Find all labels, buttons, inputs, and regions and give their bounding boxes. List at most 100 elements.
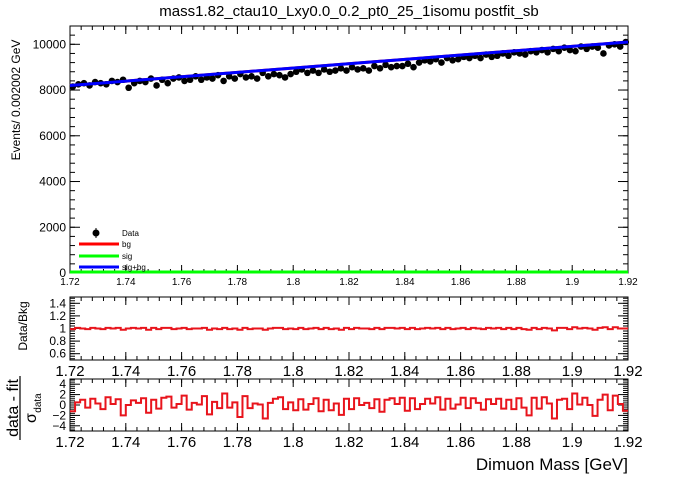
pull-step-line bbox=[70, 392, 628, 420]
pull-y-tick-label: −4 bbox=[52, 419, 66, 433]
data-point bbox=[438, 59, 445, 66]
pull-y-tick-label: −2 bbox=[52, 408, 66, 422]
ratio-y-tick-label: 1.4 bbox=[49, 296, 66, 310]
data-point bbox=[410, 63, 417, 71]
main-y-tick-label: 10000 bbox=[33, 37, 67, 51]
data-point bbox=[583, 45, 590, 53]
data-point bbox=[387, 63, 395, 71]
ratio-x-axis: 1.72 1.74 1.76 1.78 1.8 1.82 1.84 1.86 1.88 1.9 1.… bbox=[55, 297, 643, 380]
main-y-tick-label: 2000 bbox=[39, 220, 66, 234]
main-x-tick-label: 1.78 bbox=[228, 277, 248, 288]
data-point bbox=[287, 70, 294, 78]
pull-x-tick-label: 1.82 bbox=[334, 434, 363, 451]
data-point bbox=[488, 53, 496, 61]
pull-x-tick-label: 1.92 bbox=[613, 434, 642, 451]
data-point bbox=[348, 63, 356, 71]
data-point bbox=[326, 68, 334, 76]
pull-y-label-sigma-sub: data bbox=[33, 393, 44, 413]
legend: Data bg sig sig+bg bbox=[79, 228, 146, 272]
main-y-tick-label: 0 bbox=[59, 266, 66, 280]
pull-x-tick-label: 1.86 bbox=[446, 434, 475, 451]
ratio-y-tick-label: 1.2 bbox=[49, 309, 66, 323]
data-point bbox=[477, 54, 484, 62]
pull-y-label-top: data - fit bbox=[5, 379, 22, 437]
data-point bbox=[270, 70, 278, 78]
pull-x-axis: 1.72 1.74 1.76 1.78 1.8 1.82 1.84 1.86 1.88 1.9 1.… bbox=[55, 379, 643, 451]
data-point bbox=[454, 55, 462, 63]
ratio-y-axis-label: Data/Bkg bbox=[16, 301, 30, 350]
data-point bbox=[209, 75, 216, 82]
pull-y-axis-label: data - fit σ data bbox=[5, 376, 44, 440]
data-point bbox=[359, 65, 367, 72]
data-point bbox=[197, 76, 205, 84]
data-point bbox=[544, 49, 551, 56]
ratio-panel: 0.60.811.21.4 1.72 1.74 1.76 1.78 1.8 1.82 1.8… bbox=[16, 296, 643, 380]
main-y-axis-label: Events/ 0.002002 GeV bbox=[9, 40, 23, 161]
data-point bbox=[566, 46, 574, 54]
data-point bbox=[281, 74, 289, 81]
pull-x-tick-label: 1.84 bbox=[390, 434, 419, 451]
main-y-tick-label: 8000 bbox=[39, 83, 66, 97]
data-point bbox=[616, 43, 624, 50]
sigbg-curve-group bbox=[69, 40, 629, 87]
chart-title: mass1.82_ctau10_Lxy0.0_0.2_pt0_25_1isomu… bbox=[159, 3, 538, 20]
data-point bbox=[399, 62, 406, 70]
main-x-tick-label: 1.8 bbox=[286, 277, 300, 288]
data-point bbox=[376, 65, 384, 72]
data-point bbox=[153, 82, 160, 89]
ratio-x-tick-label: 1.86 bbox=[446, 363, 475, 380]
data-point bbox=[292, 68, 300, 76]
main-x-tick-label: 1.82 bbox=[339, 277, 359, 288]
legend-sig-label: sig bbox=[122, 252, 132, 261]
data-point bbox=[572, 47, 579, 55]
pull-x-tick-label: 1.8 bbox=[283, 434, 304, 451]
pull-x-tick-label: 1.88 bbox=[502, 434, 531, 451]
ratio-x-tick-label: 1.72 bbox=[55, 363, 84, 380]
data-point bbox=[164, 79, 172, 87]
data-point bbox=[264, 73, 272, 80]
ratio-step-line bbox=[70, 326, 628, 332]
main-y-tick-label: 6000 bbox=[39, 129, 66, 143]
data-point bbox=[493, 52, 501, 60]
main-panel: 0 2000 4000 6000 8000 10000 1.72 1.74 1.76 1.78 1… bbox=[9, 25, 638, 288]
ratio-y-tick-label: 0.6 bbox=[49, 347, 66, 361]
data-point bbox=[371, 62, 378, 70]
data-point bbox=[248, 73, 255, 80]
ratio-x-tick-label: 1.78 bbox=[223, 363, 252, 380]
sigbg-curve bbox=[69, 40, 629, 87]
main-y-tick-label: 4000 bbox=[39, 175, 66, 189]
pull-x-tick-label: 1.9 bbox=[562, 434, 583, 451]
main-x-tick-label: 1.92 bbox=[618, 277, 638, 288]
data-point bbox=[315, 69, 322, 77]
main-x-tick-label: 1.72 bbox=[60, 277, 80, 288]
legend-data-label: Data bbox=[122, 229, 139, 238]
ratio-series-group bbox=[70, 326, 628, 332]
pull-x-tick-label: 1.76 bbox=[167, 434, 196, 451]
main-x-tick-label: 1.84 bbox=[395, 277, 415, 288]
ratio-x-tick-label: 1.76 bbox=[167, 363, 196, 380]
data-point bbox=[343, 67, 350, 74]
data-point bbox=[337, 65, 345, 72]
data-point bbox=[404, 60, 412, 68]
main-x-axis: 1.72 1.74 1.76 1.78 1.8 1.82 1.84 1.86 1.88 1.9 1.… bbox=[60, 26, 638, 288]
ratio-x-tick-label: 1.84 bbox=[390, 363, 419, 380]
pull-y-label-sigma: σ bbox=[23, 413, 40, 423]
data-point bbox=[521, 51, 529, 58]
ratio-x-tick-label: 1.9 bbox=[562, 363, 583, 380]
data-point bbox=[449, 57, 456, 64]
main-x-tick-label: 1.76 bbox=[172, 277, 192, 288]
data-point bbox=[125, 84, 132, 92]
main-x-tick-label: 1.88 bbox=[507, 277, 527, 288]
pull-y-tick-label: 4 bbox=[59, 377, 66, 391]
data-point bbox=[555, 47, 563, 55]
data-point bbox=[505, 52, 512, 60]
legend-bg-label: bg bbox=[122, 240, 131, 249]
pull-y-tick-label: 0 bbox=[59, 398, 66, 412]
data-point bbox=[181, 77, 188, 85]
data-point bbox=[320, 66, 328, 73]
main-x-tick-label: 1.74 bbox=[116, 277, 136, 288]
pull-x-tick-label: 1.78 bbox=[223, 434, 252, 451]
